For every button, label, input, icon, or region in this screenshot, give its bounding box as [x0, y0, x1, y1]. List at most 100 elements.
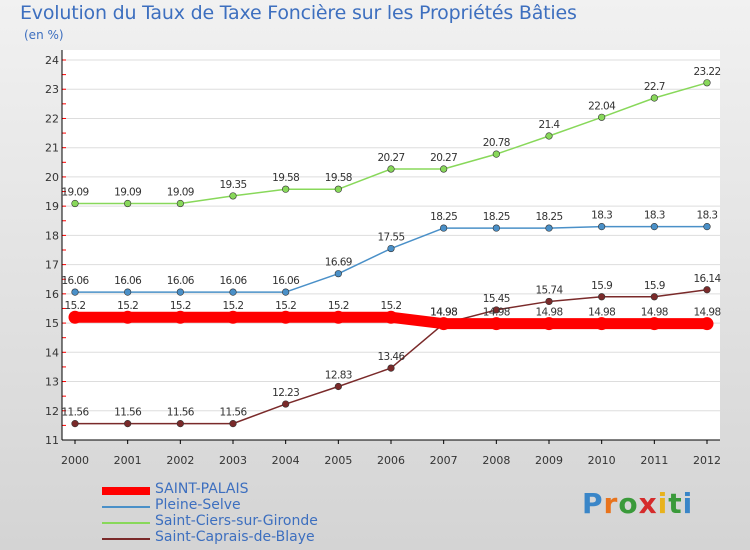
data-label: 15.74 [535, 284, 563, 296]
data-point [68, 310, 82, 324]
data-point [331, 310, 345, 324]
data-point [121, 310, 135, 324]
data-label: 16.06 [219, 275, 247, 287]
data-point [282, 288, 290, 296]
data-point [440, 165, 448, 173]
data-label: 11.56 [61, 407, 89, 419]
data-point [542, 317, 556, 331]
data-point [71, 199, 79, 208]
data-label: 21.4 [539, 119, 561, 131]
data-point [545, 297, 553, 306]
data-label: 11.56 [114, 407, 142, 419]
data-label: 14.98 [430, 307, 457, 319]
y-tick-label: 13 [45, 376, 59, 389]
data-point [334, 185, 342, 193]
y-tick-label: 22 [45, 112, 59, 125]
data-label: 17.55 [377, 232, 404, 244]
legend-label-2: Saint-Ciers-sur-Gironde [155, 513, 318, 529]
data-point [489, 317, 503, 331]
data-label: 12.23 [272, 387, 299, 399]
logo-letter: i [657, 487, 669, 520]
logo-letter: x [638, 487, 658, 520]
y-tick-label: 20 [45, 171, 59, 184]
logo-letter: o [618, 487, 639, 520]
data-label: 23.22 [693, 66, 720, 78]
y-tick-label: 19 [45, 200, 59, 213]
data-label: 14.98 [693, 307, 720, 319]
data-point [334, 270, 342, 278]
data-label: 16.06 [167, 275, 195, 287]
data-label: 20.78 [483, 137, 510, 149]
data-label: 19.09 [61, 187, 88, 199]
legend-label-0: SAINT-PALAIS [155, 481, 249, 497]
data-point [124, 199, 132, 208]
data-point [595, 317, 609, 331]
chart-title: Evolution du Taux de Taxe Foncière sur l… [20, 2, 577, 24]
data-label: 14.98 [483, 307, 510, 319]
data-point [598, 223, 606, 231]
data-point [700, 317, 714, 331]
data-point [124, 420, 132, 428]
y-tick-label: 15 [45, 317, 59, 330]
data-point [703, 286, 711, 294]
data-point [176, 420, 184, 428]
y-tick-label: 17 [45, 259, 59, 272]
data-label: 22.04 [588, 100, 616, 112]
data-label: 16.69 [325, 257, 352, 269]
x-tick-label: 2010 [588, 454, 616, 467]
data-label: 20.27 [377, 152, 404, 164]
data-label: 19.09 [114, 187, 141, 199]
data-label: 15.2 [117, 300, 138, 312]
x-tick-label: 2006 [377, 454, 405, 467]
y-tick-label: 11 [45, 434, 59, 447]
data-point [703, 79, 711, 87]
data-label: 15.9 [591, 280, 612, 292]
data-label: 14.98 [588, 307, 615, 319]
logo-letter: P [582, 487, 604, 520]
data-point [384, 310, 398, 324]
data-label: 14.98 [641, 307, 668, 319]
data-label: 11.56 [219, 407, 247, 419]
data-label: 15.2 [381, 300, 402, 312]
data-point [387, 364, 395, 372]
legend-label-1: Pleine-Selve [155, 497, 241, 513]
logo-letter: i [682, 487, 694, 520]
data-point [229, 192, 237, 200]
data-label: 11.56 [167, 407, 195, 419]
data-label: 16.06 [61, 275, 89, 287]
data-label: 15.45 [483, 293, 510, 305]
data-label: 15.2 [328, 300, 349, 312]
x-tick-label: 2004 [272, 454, 300, 467]
data-point [440, 224, 448, 232]
data-label: 19.58 [325, 172, 352, 184]
data-label: 18.25 [535, 211, 562, 223]
data-point [71, 288, 79, 296]
data-label: 19.35 [219, 179, 246, 191]
data-label: 19.09 [167, 187, 194, 199]
legend-label-3: Saint-Caprais-de-Blaye [155, 529, 315, 545]
data-point [229, 288, 237, 296]
data-label: 14.98 [535, 307, 562, 319]
x-tick-label: 2005 [324, 454, 352, 467]
y-tick-label: 12 [45, 405, 59, 418]
data-point [545, 132, 553, 140]
data-label: 16.06 [114, 275, 142, 287]
data-label: 15.2 [223, 300, 244, 312]
data-label: 15.2 [65, 300, 86, 312]
data-point [176, 288, 184, 296]
data-label: 22.7 [644, 81, 665, 93]
data-point [437, 317, 451, 331]
data-label: 18.3 [644, 210, 665, 222]
data-point [703, 223, 711, 231]
data-label: 13.46 [377, 351, 405, 363]
proxiti-logo: Proxiti [582, 487, 693, 520]
data-point [282, 185, 290, 193]
data-point [229, 420, 237, 428]
data-point [492, 306, 500, 314]
data-label: 14.98 [430, 307, 457, 319]
data-point [124, 288, 132, 296]
y-tick-label: 21 [45, 142, 59, 155]
data-label: 18.25 [483, 211, 510, 223]
